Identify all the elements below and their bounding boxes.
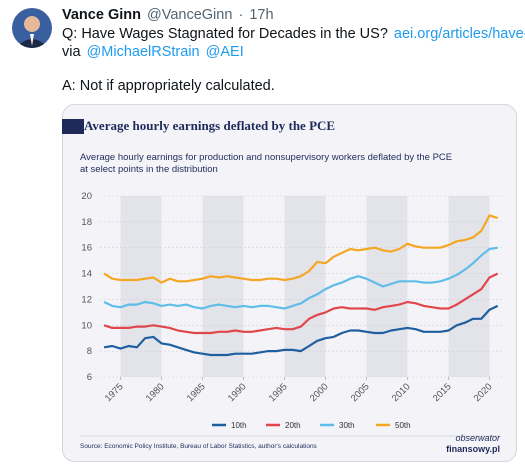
chart-title: Average hourly earnings deflated by the …: [84, 118, 335, 133]
chart-subtitle: Average hourly earnings for production a…: [80, 152, 452, 163]
link[interactable]: aei.org/articles/have-…: [394, 26, 525, 42]
series-line: [103, 214, 499, 284]
chart-image[interactable]: Average hourly earnings deflated by the …: [62, 104, 517, 462]
series-line: [103, 304, 499, 357]
y-tick-label: 14: [81, 269, 92, 280]
series-line: [103, 272, 499, 335]
shaded-band: [202, 196, 244, 377]
source: Source: Economic Policy Institute, Burea…: [80, 443, 318, 450]
tweet-line: Q: Have Wages Stagnated for Decades in t…: [62, 26, 525, 42]
series-line: [103, 246, 498, 310]
author-name[interactable]: Vance Ginn: [62, 7, 141, 23]
y-tick-label: 12: [81, 294, 92, 305]
shaded-band: [120, 196, 162, 377]
mention[interactable]: @MichaelRStrain: [87, 44, 200, 60]
tweet-text: Q: Have Wages Stagnated for Decades in t…: [62, 26, 388, 42]
logo: obserwator: [455, 433, 501, 443]
shaded-band: [284, 196, 326, 377]
tweet-text: A: Not if appropriately calculated.: [62, 78, 275, 94]
author-handle[interactable]: @VanceGinn: [147, 7, 232, 23]
title-block: [62, 119, 84, 134]
y-tick-label: 10: [81, 320, 92, 331]
separator: ·: [238, 7, 243, 23]
y-tick-label: 16: [81, 243, 92, 254]
time[interactable]: 17h: [249, 7, 273, 23]
y-tick-label: 6: [87, 372, 92, 383]
shaded-band: [366, 196, 408, 377]
legend-label: 10th: [231, 421, 247, 430]
legend-label: 20th: [285, 421, 301, 430]
legend-label: 30th: [339, 421, 355, 430]
tweet-text: via: [62, 44, 81, 60]
y-tick-label: 18: [81, 217, 92, 228]
avatar[interactable]: [12, 8, 52, 48]
tweet-header: Vance Ginn @VanceGinn · 17h: [62, 7, 274, 23]
legend-label: 50th: [395, 421, 411, 430]
y-tick-label: 20: [81, 191, 92, 202]
y-tick-label: 8: [87, 346, 92, 357]
logo: finansowy.pl: [446, 444, 500, 454]
tweet-line: via @MichaelRStrain @AEI: [62, 44, 244, 60]
chart-subtitle: at select points in the distribution: [80, 164, 218, 175]
mention[interactable]: @AEI: [206, 44, 244, 60]
